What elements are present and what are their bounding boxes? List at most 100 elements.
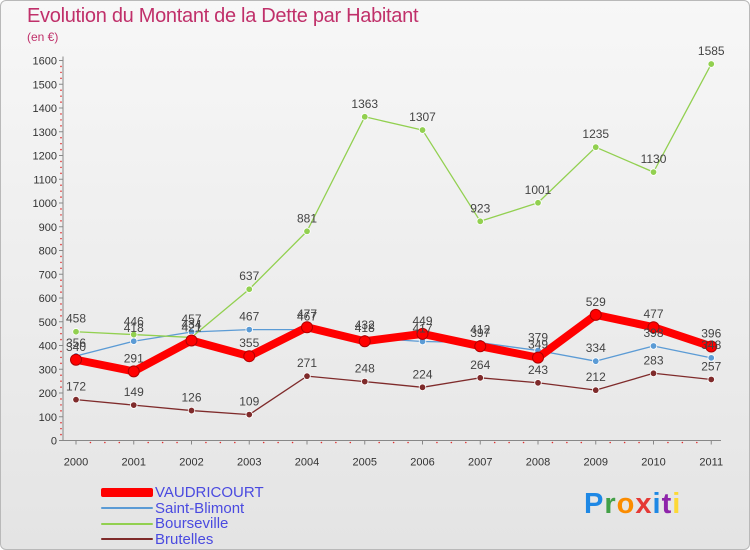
data-label: 418 — [124, 321, 144, 335]
y-minor-dot — [60, 380, 62, 382]
x-minor-dot — [277, 441, 279, 444]
y-minor-dot — [60, 95, 62, 97]
legend-label: Bourseville — [155, 515, 229, 533]
y-tick-label: 1200 — [33, 151, 57, 163]
data-point — [361, 377, 369, 386]
x-minor-dot — [291, 441, 294, 444]
y-minor-dot — [60, 427, 62, 430]
data-point — [649, 342, 658, 350]
x-minor-dot — [696, 441, 698, 444]
chart-title: Evolution du Montant de la Dette par Hab… — [27, 5, 419, 27]
legend-swatch — [101, 522, 153, 525]
y-tick-label: 1100 — [33, 174, 57, 186]
y-minor-dot — [60, 332, 62, 335]
y-minor-dot — [60, 166, 62, 169]
data-label: 224 — [412, 367, 432, 381]
proxiti-logo: Proxiti — [584, 488, 681, 521]
data-point — [303, 372, 311, 380]
data-point — [72, 328, 80, 336]
y-tick-label: 700 — [39, 269, 57, 281]
data-point — [592, 386, 600, 394]
y-tick-label: 100 — [39, 412, 57, 424]
legend: VAUDRICOURT Saint-Blimont Bourseville Br… — [101, 485, 264, 547]
legend-label: VAUDRICOURT — [155, 484, 264, 502]
data-point — [532, 351, 544, 364]
data-point — [185, 334, 198, 347]
data-label: 1585 — [698, 44, 725, 58]
y-minor-dot — [60, 338, 62, 341]
data-point — [649, 168, 658, 176]
x-minor-dot — [320, 441, 323, 444]
data-label: 356 — [66, 336, 86, 350]
y-minor-dot — [60, 279, 62, 281]
series-line — [75, 63, 712, 339]
x-minor-dot — [623, 441, 626, 444]
logo-letter: i — [672, 488, 682, 520]
y-minor-dot — [60, 261, 62, 264]
data-label: 923 — [470, 201, 490, 215]
data-label: 1130 — [641, 152, 667, 166]
data-label: 348 — [701, 338, 721, 352]
data-point — [245, 410, 253, 419]
data-point — [476, 217, 484, 225]
x-tick-label: 2008 — [526, 457, 550, 469]
x-minor-dot — [205, 441, 207, 444]
data-point — [476, 374, 484, 382]
data-point — [245, 325, 253, 334]
data-point — [358, 335, 371, 348]
y-minor-dot — [60, 89, 62, 91]
x-minor-dot — [450, 441, 453, 444]
series-line — [75, 372, 712, 416]
data-label: 264 — [470, 358, 490, 372]
data-label: 446 — [124, 315, 144, 329]
data-label: 212 — [586, 370, 606, 384]
x-minor-dot — [161, 441, 164, 444]
y-minor-dot — [60, 285, 62, 287]
x-minor-dot — [638, 441, 640, 444]
data-label: 637 — [239, 269, 259, 283]
legend-label: Saint-Blimont — [155, 499, 245, 517]
data-point — [534, 379, 542, 387]
legend-label: Brutelles — [155, 530, 214, 548]
data-label: 1001 — [525, 183, 552, 197]
x-minor-dot — [392, 441, 395, 444]
y-tick-label: 1400 — [33, 103, 57, 115]
data-point — [707, 375, 715, 384]
data-label: 881 — [297, 211, 317, 225]
y-minor-dot — [60, 267, 62, 270]
data-label: 1363 — [351, 97, 378, 111]
y-minor-dot — [60, 291, 62, 293]
x-minor-dot — [436, 441, 438, 444]
x-minor-dot — [681, 441, 684, 444]
data-label: 349 — [528, 338, 548, 352]
y-minor-dot — [60, 65, 62, 68]
y-minor-dot — [60, 350, 62, 353]
y-minor-dot — [60, 315, 62, 317]
y-tick-label: 1600 — [33, 56, 57, 68]
x-minor-dot — [580, 441, 583, 444]
x-tick-label: 2010 — [641, 457, 665, 469]
logo-letter: x — [635, 488, 653, 520]
data-label: 417 — [412, 321, 432, 335]
y-minor-dot — [60, 255, 62, 258]
data-point — [474, 340, 487, 353]
y-minor-dot — [60, 214, 62, 216]
x-minor-dot — [147, 441, 149, 444]
data-label: 355 — [239, 336, 259, 350]
y-minor-dot — [60, 398, 62, 400]
y-minor-dot — [60, 433, 62, 436]
data-label: 291 — [124, 351, 144, 365]
y-tick-label: 400 — [39, 341, 57, 353]
data-label: 529 — [586, 295, 606, 309]
data-label: 397 — [470, 326, 490, 340]
chart-subtitle: (en €) — [27, 30, 59, 44]
legend-item-vaudricourt: VAUDRICOURT — [101, 485, 264, 501]
x-tick-label: 2001 — [122, 457, 146, 469]
x-minor-dot — [349, 441, 352, 444]
y-tick-label: 0 — [51, 436, 57, 448]
y-tick-label: 1000 — [33, 198, 57, 210]
data-point — [707, 354, 715, 362]
data-point — [707, 60, 715, 68]
data-point — [130, 337, 138, 345]
x-tick-label: 2004 — [295, 457, 319, 469]
